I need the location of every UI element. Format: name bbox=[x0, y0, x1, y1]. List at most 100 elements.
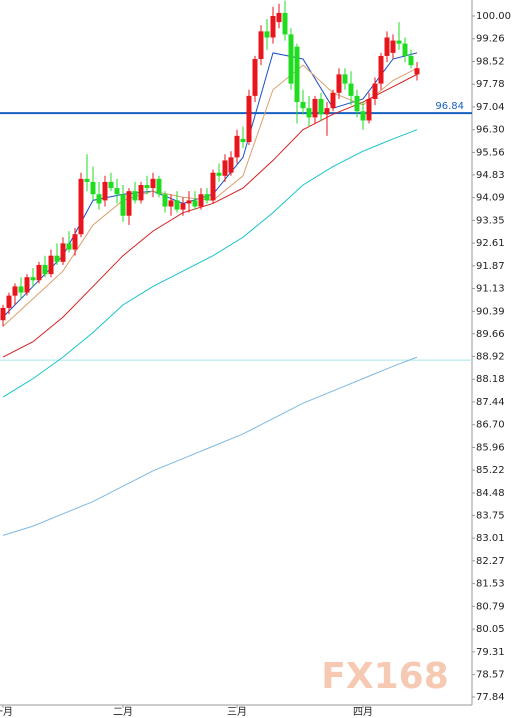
y-tick-label: 100.00 bbox=[476, 11, 511, 22]
candle-body bbox=[96, 194, 102, 204]
y-tick-label: 94.09 bbox=[476, 193, 505, 204]
y-tick-label: 86.70 bbox=[476, 420, 505, 431]
y-tick-label: 79.31 bbox=[476, 647, 505, 658]
candle-body bbox=[138, 185, 144, 201]
candle-body bbox=[234, 135, 240, 158]
candle-body bbox=[66, 243, 72, 250]
candle-body bbox=[126, 191, 132, 216]
candle-body bbox=[360, 111, 366, 121]
candle-body bbox=[18, 286, 24, 293]
candle-body bbox=[396, 40, 402, 44]
candle-body bbox=[78, 178, 84, 235]
y-tick-label: 82.27 bbox=[476, 556, 505, 567]
y-tick-label: 83.75 bbox=[476, 510, 505, 521]
candle-body bbox=[168, 200, 174, 207]
y-tick-label: 88.18 bbox=[476, 374, 505, 385]
candle-body bbox=[102, 181, 108, 201]
candle-body bbox=[348, 83, 354, 96]
candle-body bbox=[258, 31, 264, 60]
y-tick-label: 97.78 bbox=[476, 79, 505, 90]
candle-body bbox=[186, 200, 192, 204]
candle-body bbox=[330, 92, 336, 109]
candle-body bbox=[240, 138, 246, 142]
candle-body bbox=[6, 295, 12, 308]
candle-body bbox=[156, 178, 162, 195]
candle-body bbox=[120, 194, 126, 216]
watermark: FX168 bbox=[321, 656, 449, 697]
candle-body bbox=[252, 59, 258, 96]
y-tick-label: 97.04 bbox=[476, 102, 505, 113]
y-tick-label: 91.87 bbox=[476, 261, 505, 272]
y-tick-label: 93.35 bbox=[476, 215, 505, 226]
candle-body bbox=[246, 95, 252, 142]
y-tick-label: 99.26 bbox=[476, 34, 505, 45]
ma-line bbox=[2, 356, 418, 536]
y-tick-label: 77.84 bbox=[476, 692, 505, 703]
candle-body bbox=[12, 286, 18, 296]
candle-body bbox=[318, 98, 324, 115]
candle-body bbox=[414, 68, 420, 75]
candle-body bbox=[222, 160, 228, 176]
y-tick-label: 90.39 bbox=[476, 306, 505, 317]
candle-body bbox=[216, 172, 222, 176]
x-tick-label: 二月 bbox=[113, 706, 133, 718]
y-tick-label: 98.52 bbox=[476, 56, 505, 67]
candle-body bbox=[264, 31, 270, 38]
y-tick-label: 95.56 bbox=[476, 147, 505, 158]
candle-body bbox=[60, 243, 66, 262]
candle-body bbox=[354, 95, 360, 112]
candle-body bbox=[90, 181, 96, 195]
candle-body bbox=[288, 34, 294, 84]
candle-body bbox=[150, 178, 156, 189]
y-tick-label: 92.61 bbox=[476, 238, 505, 249]
candle-body bbox=[300, 102, 306, 109]
y-tick-label: 85.96 bbox=[476, 442, 505, 453]
y-tick-label: 88.92 bbox=[476, 351, 505, 362]
y-tick-label: 89.66 bbox=[476, 329, 505, 340]
candle-body bbox=[324, 108, 330, 115]
y-tick-label: 84.48 bbox=[476, 488, 505, 499]
candle-body bbox=[276, 12, 282, 23]
candle-body bbox=[312, 98, 318, 118]
candle-body bbox=[162, 194, 168, 207]
y-tick-label: 81.53 bbox=[476, 579, 505, 590]
candle-body bbox=[228, 157, 234, 173]
x-tick-label: 一月 bbox=[0, 706, 13, 718]
candle-body bbox=[336, 74, 342, 93]
candle-body bbox=[132, 191, 138, 201]
candle-body bbox=[108, 181, 114, 189]
candle-body bbox=[192, 200, 198, 207]
reference-label: 96.84 bbox=[435, 101, 464, 112]
candle-body bbox=[30, 277, 36, 281]
candle-body bbox=[372, 83, 378, 99]
candle-body bbox=[24, 277, 30, 293]
candle-body bbox=[294, 46, 300, 103]
x-tick-label: 三月 bbox=[227, 706, 247, 718]
y-tick-label: 96.30 bbox=[476, 125, 505, 136]
y-tick-label: 80.05 bbox=[476, 624, 505, 635]
candle-body bbox=[42, 264, 48, 275]
y-tick-label: 78.57 bbox=[476, 670, 505, 681]
y-tick-label: 80.79 bbox=[476, 601, 505, 612]
candle-body bbox=[210, 172, 216, 201]
candle-body bbox=[306, 108, 312, 118]
candle-body bbox=[198, 194, 204, 207]
candle-body bbox=[144, 185, 150, 189]
candle-body bbox=[0, 307, 6, 321]
y-tick-label: 87.44 bbox=[476, 397, 505, 408]
y-tick-label: 94.83 bbox=[476, 170, 505, 181]
candle-body bbox=[384, 37, 390, 56]
candle-body bbox=[390, 40, 396, 53]
candle-body bbox=[180, 203, 186, 210]
candle-body bbox=[282, 12, 288, 35]
x-tick-label: 四月 bbox=[353, 706, 373, 718]
candle-body bbox=[378, 55, 384, 84]
candle-body bbox=[36, 264, 42, 281]
candle-body bbox=[204, 194, 210, 201]
candle-body bbox=[54, 255, 60, 262]
candle-body bbox=[270, 15, 276, 38]
candle-body bbox=[342, 74, 348, 84]
y-tick-label: 83.01 bbox=[476, 533, 505, 544]
